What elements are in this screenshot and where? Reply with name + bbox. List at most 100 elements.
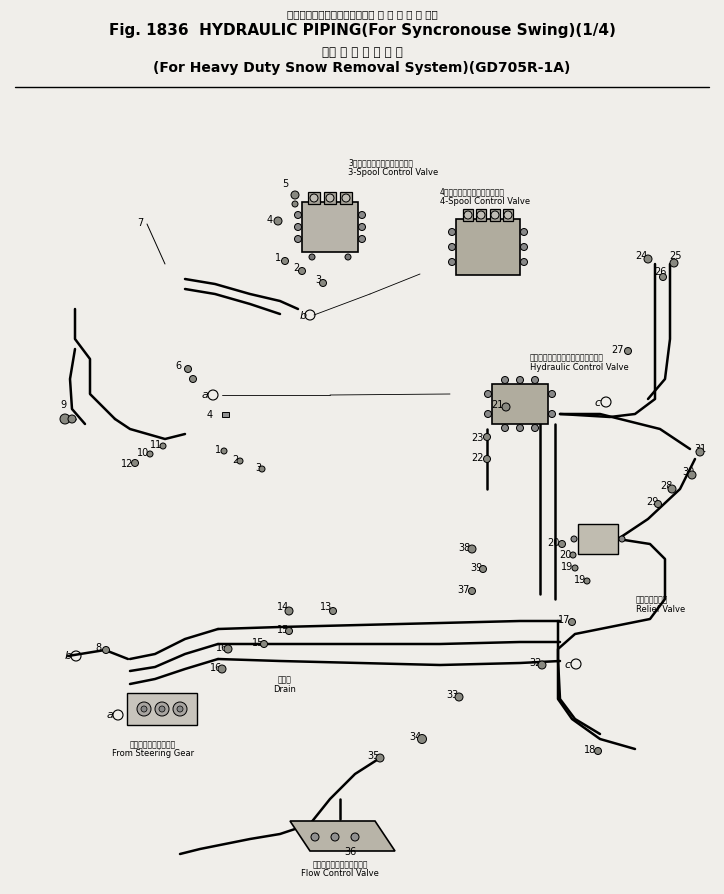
Text: a: a [106, 709, 114, 719]
Text: 14: 14 [277, 602, 289, 611]
Circle shape [358, 224, 366, 232]
Circle shape [326, 195, 334, 203]
Circle shape [502, 403, 510, 411]
Text: a: a [201, 390, 209, 400]
Circle shape [468, 545, 476, 553]
Text: 20: 20 [559, 550, 571, 560]
Text: 39: 39 [470, 562, 482, 572]
Circle shape [571, 536, 577, 543]
Text: 1: 1 [215, 444, 221, 454]
Text: Hydraulic Control Valve: Hydraulic Control Valve [530, 362, 628, 371]
Text: （圧 雪 処 理 装 置 用: （圧 雪 処 理 装 置 用 [321, 46, 403, 58]
Circle shape [477, 212, 485, 220]
Circle shape [625, 348, 631, 355]
Text: 17: 17 [557, 614, 571, 624]
Circle shape [448, 229, 455, 236]
Circle shape [568, 619, 576, 626]
Text: 3スプールコントロールバルブ: 3スプールコントロールバルブ [348, 158, 413, 167]
Circle shape [60, 415, 70, 425]
Circle shape [295, 236, 301, 243]
Text: 3: 3 [315, 274, 321, 284]
Text: 23: 23 [471, 433, 483, 443]
Bar [476, 210, 486, 222]
Circle shape [484, 456, 490, 463]
Circle shape [521, 244, 528, 251]
Circle shape [160, 443, 166, 450]
Text: 12: 12 [121, 459, 133, 468]
Text: 3-Spool Control Valve: 3-Spool Control Valve [348, 167, 438, 176]
Text: 30: 30 [682, 467, 694, 477]
Text: b: b [300, 310, 306, 321]
Circle shape [584, 578, 590, 585]
Text: 6: 6 [175, 360, 181, 371]
Circle shape [558, 541, 565, 548]
Text: 37: 37 [458, 585, 470, 595]
Circle shape [484, 411, 492, 418]
Circle shape [376, 755, 384, 763]
Circle shape [670, 260, 678, 267]
Text: 20: 20 [547, 537, 559, 547]
Circle shape [309, 255, 315, 261]
Text: 32: 32 [530, 657, 542, 667]
Text: 15: 15 [252, 637, 264, 647]
Text: 4: 4 [267, 215, 273, 224]
Circle shape [516, 425, 523, 432]
Circle shape [141, 706, 147, 713]
Circle shape [103, 646, 109, 654]
Circle shape [619, 536, 625, 543]
Text: 4-Spool Control Valve: 4-Spool Control Valve [440, 197, 530, 206]
Text: 34: 34 [409, 731, 421, 741]
Text: 24: 24 [635, 250, 647, 261]
Circle shape [285, 607, 293, 615]
Circle shape [291, 192, 299, 199]
Text: 33: 33 [446, 689, 458, 699]
Circle shape [282, 258, 288, 266]
Text: b: b [64, 650, 72, 661]
Circle shape [285, 628, 292, 635]
Circle shape [455, 693, 463, 701]
Bar [308, 193, 320, 205]
Text: 26: 26 [654, 266, 666, 276]
Circle shape [521, 229, 528, 236]
Circle shape [479, 566, 487, 573]
Circle shape [358, 236, 366, 243]
Text: 36: 36 [344, 846, 356, 856]
Text: 7: 7 [137, 218, 143, 228]
Text: 2: 2 [293, 263, 299, 273]
Circle shape [310, 195, 318, 203]
Circle shape [468, 588, 476, 595]
Circle shape [137, 702, 151, 716]
Text: 4: 4 [207, 409, 213, 419]
Bar [503, 210, 513, 222]
Circle shape [292, 202, 298, 207]
Text: Relief Valve: Relief Valve [636, 603, 685, 612]
Circle shape [572, 565, 578, 571]
Circle shape [261, 641, 267, 648]
Circle shape [654, 501, 662, 508]
Circle shape [224, 645, 232, 654]
Text: 13: 13 [320, 602, 332, 611]
Text: 22: 22 [471, 452, 483, 462]
Circle shape [259, 467, 265, 472]
Circle shape [418, 735, 426, 744]
Text: 38: 38 [458, 543, 470, 552]
Circle shape [190, 376, 196, 383]
Text: ステアリングギアから: ステアリングギアから [130, 739, 176, 748]
Bar [302, 203, 358, 253]
Text: ハイドロサックコントロールバルブ: ハイドロサックコントロールバルブ [530, 353, 604, 362]
Circle shape [358, 212, 366, 219]
Text: 9: 9 [60, 400, 66, 409]
Circle shape [502, 425, 508, 432]
Text: Flow Control Valve: Flow Control Valve [301, 869, 379, 878]
Circle shape [484, 391, 492, 398]
Text: 18: 18 [584, 744, 596, 755]
Bar [492, 384, 548, 425]
Text: 16: 16 [210, 662, 222, 672]
Circle shape [155, 702, 169, 716]
Bar [324, 193, 336, 205]
Text: 25: 25 [670, 250, 682, 261]
Text: 16: 16 [216, 642, 228, 653]
Circle shape [594, 747, 602, 755]
Text: 1: 1 [275, 253, 281, 263]
Text: 29: 29 [646, 496, 658, 506]
